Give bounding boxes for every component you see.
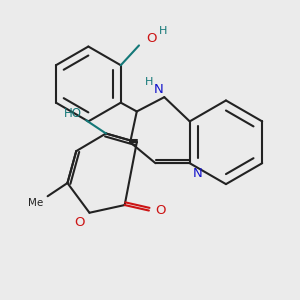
Text: H: H [145,77,153,87]
Text: N: N [154,83,164,96]
Text: N: N [193,167,202,180]
Text: O: O [147,32,157,45]
Text: Me: Me [28,198,43,208]
Text: O: O [155,204,166,217]
Text: HO: HO [64,107,82,120]
Text: H: H [159,26,167,36]
Text: O: O [75,216,85,229]
